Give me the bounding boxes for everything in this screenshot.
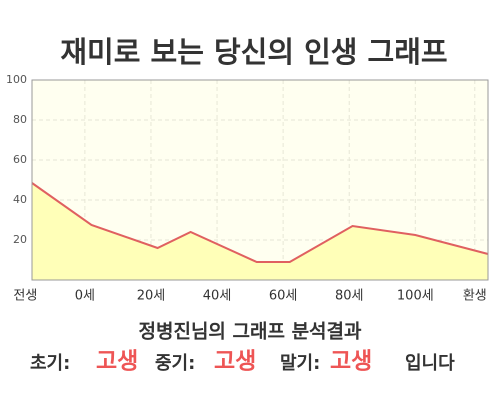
x-tick-label: 20세 [137,289,166,304]
chart-title: 재미로 보는 당신의 인생 그래프 [60,35,447,69]
stage-result: 고생 [330,349,372,375]
x-tick-label: 100세 [397,289,434,304]
y-tick-label: 80 [13,113,27,126]
x-tick-label: 0세 [75,289,95,304]
stage-label: 말기: [280,353,320,374]
x-tick-label: 80세 [335,289,364,304]
x-tick-label: 40세 [203,289,232,304]
x-tick-label: 60세 [269,289,298,304]
line [31,182,489,263]
stage-result: 고생 [214,349,256,375]
y-tick-label: 60 [13,153,27,166]
y-tick-label: 20 [13,233,27,246]
plot-border [31,79,489,281]
x-tick-label: 환생 [463,289,487,304]
stage-label: 중기: [155,353,195,374]
y-tick-label: 100 [6,73,27,86]
analysis-heading: 정병진님의 그래프 분석결과 [139,321,363,343]
ending: 입니다 [405,352,455,374]
area [32,183,488,280]
x-tick-label: 전생 [13,289,37,304]
y-tick-label: 40 [13,193,27,206]
stage-label: 초기: [30,353,70,374]
stage-result: 고생 [96,349,138,375]
